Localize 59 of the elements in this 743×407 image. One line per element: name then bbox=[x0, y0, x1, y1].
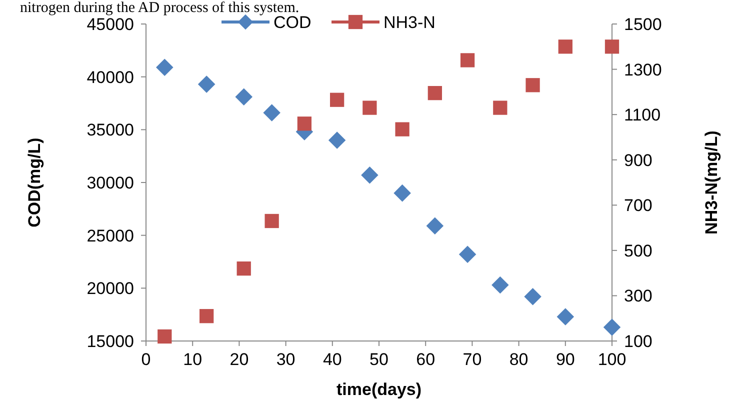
x-tick-label: 50 bbox=[370, 350, 388, 369]
x-tick-label: 60 bbox=[416, 350, 436, 369]
y-tick-label: 20000 bbox=[86, 279, 134, 298]
y-tick-label: 35000 bbox=[86, 120, 134, 140]
point bbox=[395, 122, 410, 136]
point bbox=[200, 309, 214, 324]
point bbox=[426, 217, 444, 234]
point bbox=[236, 261, 251, 276]
point bbox=[198, 76, 216, 93]
point bbox=[156, 58, 174, 76]
x-axis-title: time(days) bbox=[336, 380, 422, 399]
point bbox=[556, 308, 574, 326]
y2-tick-label: 1500 bbox=[624, 15, 662, 34]
legend-label: COD bbox=[274, 13, 312, 32]
x-tick-label: 100 bbox=[598, 350, 626, 369]
x-tick-label: 40 bbox=[322, 350, 342, 369]
point bbox=[361, 166, 378, 184]
point bbox=[328, 132, 346, 149]
point bbox=[158, 329, 172, 344]
point bbox=[330, 92, 344, 107]
y2-tick-label: 300 bbox=[624, 286, 652, 306]
point bbox=[604, 40, 620, 54]
point bbox=[460, 53, 475, 68]
y-tick-label: 30000 bbox=[86, 174, 134, 192]
y-tick-label: 25000 bbox=[86, 226, 134, 246]
x-tick-label: 90 bbox=[556, 350, 575, 369]
y-tick-label: 15000 bbox=[86, 332, 134, 351]
point bbox=[297, 116, 312, 131]
point bbox=[603, 318, 621, 336]
x-tick-label: 30 bbox=[276, 350, 296, 369]
y2-tick-label: 100 bbox=[624, 332, 652, 351]
point bbox=[263, 104, 280, 122]
point bbox=[235, 88, 252, 106]
point bbox=[526, 78, 540, 92]
point bbox=[458, 246, 476, 263]
x-tick-label: 0 bbox=[141, 350, 151, 369]
x-tick-label: 70 bbox=[462, 350, 482, 369]
y-tick-label: 40000 bbox=[86, 68, 134, 87]
point bbox=[362, 100, 377, 115]
y2-tick-label: 700 bbox=[624, 196, 652, 216]
point bbox=[394, 184, 411, 202]
point bbox=[493, 100, 508, 115]
x-tick-label: 20 bbox=[230, 350, 249, 369]
y2-tick-label: 900 bbox=[624, 150, 652, 170]
y2-tick-label: 1100 bbox=[624, 106, 661, 125]
point bbox=[524, 288, 542, 306]
text: nitrogen during the AD process of this system. bbox=[20, 0, 300, 16]
y2-axis-title: NH3-N(mg/L) bbox=[702, 130, 721, 234]
x-tick-label: 10 bbox=[183, 350, 202, 369]
point bbox=[428, 86, 442, 100]
y-axis-title: COD(mg/L) bbox=[25, 138, 44, 228]
legend-label: NH3-N bbox=[384, 13, 436, 32]
point bbox=[492, 276, 509, 294]
y2-tick-label: 500 bbox=[624, 241, 652, 260]
y-tick-label: 45000 bbox=[86, 15, 134, 34]
y2-tick-label: 1300 bbox=[624, 60, 662, 80]
x-tick-label: 80 bbox=[509, 350, 528, 369]
point bbox=[264, 214, 279, 228]
point bbox=[558, 40, 572, 54]
